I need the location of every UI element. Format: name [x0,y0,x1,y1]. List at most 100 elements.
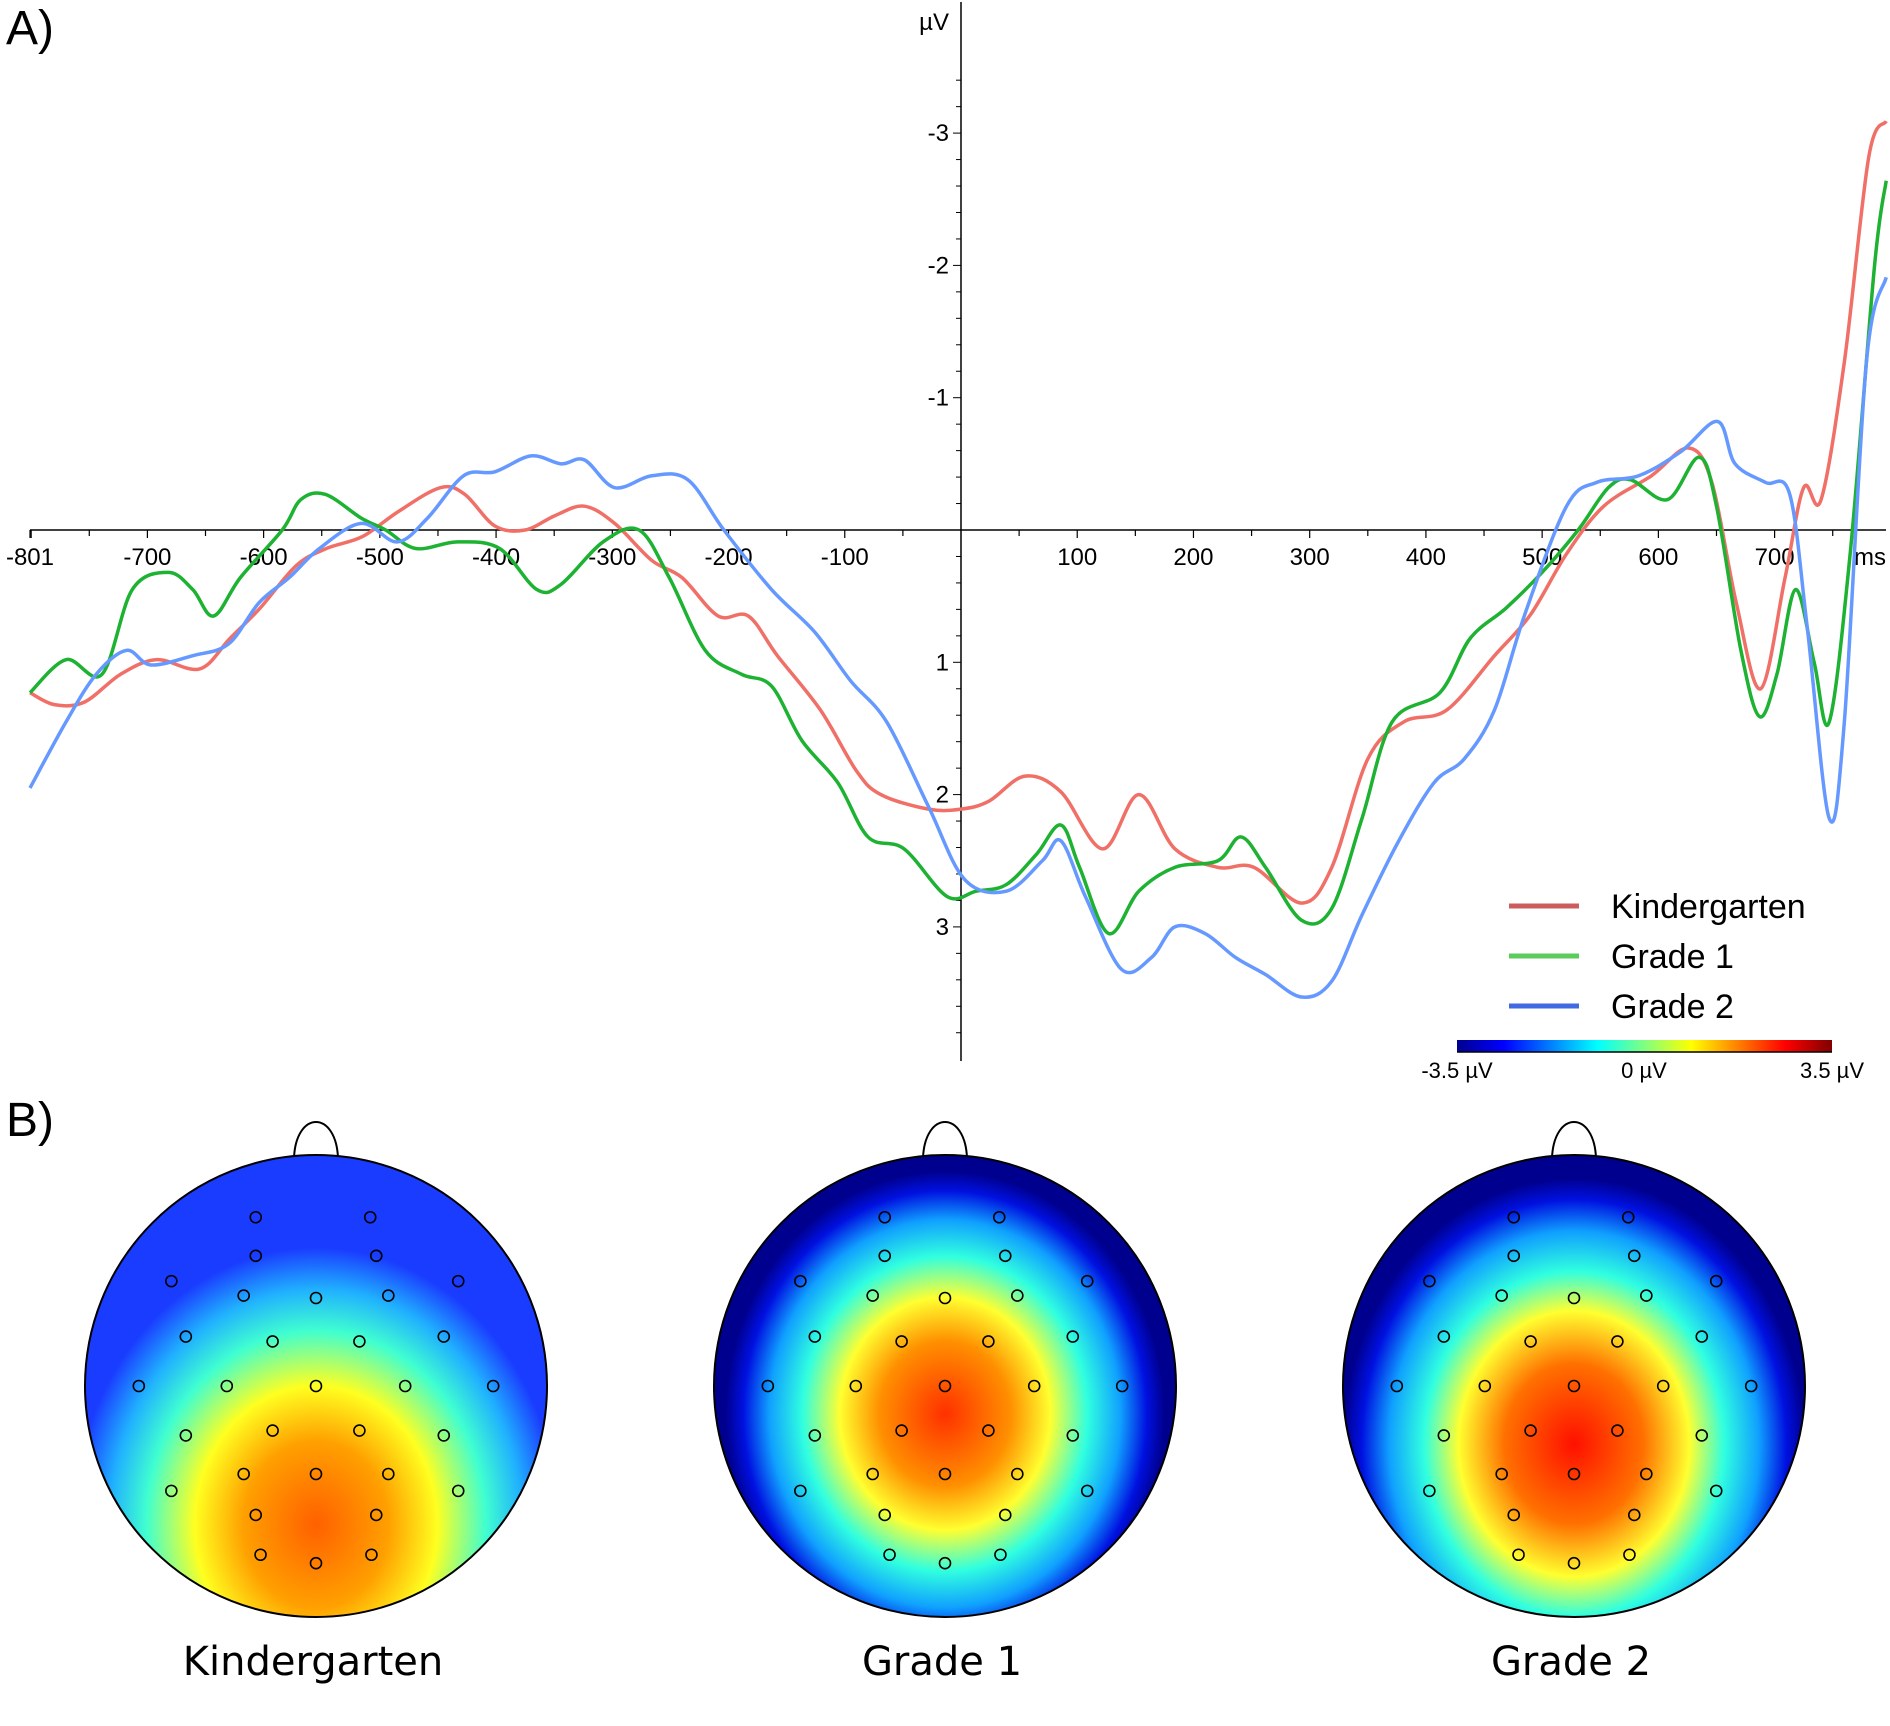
electrode-marker [1066,1429,1080,1442]
electrode-marker [1695,1429,1709,1442]
electrode-marker [1080,1274,1094,1288]
legend-label: Kindergarten [1611,888,1806,926]
electrode-marker [1495,1289,1508,1302]
legend-label: Grade 1 [1611,938,1734,976]
heatmap-activation [714,1155,1176,1617]
topomap-grade-1: Grade 1 [713,1121,1177,1685]
topomap-label: Grade 1 [862,1639,1022,1685]
electrode-marker [1744,1379,1758,1393]
electrode-marker [249,1508,263,1522]
x-tick-label: -500 [356,544,404,571]
head-outline [84,1154,548,1618]
electrode-marker [1640,1467,1653,1481]
electrode-marker [998,1249,1012,1263]
electrode-marker [794,1484,807,1498]
electrode-marker [398,1379,412,1393]
electrode-marker [1115,1379,1129,1393]
electrode-marker [1709,1484,1723,1498]
electrode-marker [982,1335,995,1348]
electrode-marker [266,1335,279,1348]
topomaps: Kindergarten Grade 1 Grade 2 [84,1121,1806,1685]
colorbar-mid-label: 0 µV [1621,1058,1667,1083]
colorbar-max-label: 3.5 µV [1800,1058,1864,1083]
electrode-marker [1066,1330,1080,1343]
electrode-marker [249,1249,263,1263]
electrode-marker [1567,1556,1581,1570]
electrode-marker [254,1548,267,1562]
electrode-marker [878,1210,892,1224]
electrode-marker [309,1556,323,1570]
electrode-marker [808,1429,822,1442]
y-axis-unit-label: µV [919,9,949,36]
electrode-marker [165,1484,178,1498]
electrode-marker [1437,1330,1451,1343]
electrode-marker [808,1330,822,1343]
electrode-marker [1611,1424,1624,1437]
electrode-marker [1621,1210,1635,1224]
topomap-grade-2: Grade 2 [1342,1121,1806,1685]
y-tick-label: -3 [928,120,949,147]
panel-label-a: A) [6,2,54,55]
electrode-marker [1623,1548,1636,1562]
topomap-label: Grade 2 [1491,1639,1651,1685]
y-tick-label: -2 [928,252,949,279]
electrode-marker [1495,1467,1508,1481]
electrode-marker [1011,1467,1024,1481]
electrode-marker [179,1330,193,1343]
electrode-marker [938,1291,952,1305]
x-tick-label: -700 [123,544,171,571]
y-tick-label: 1 [936,649,949,676]
electrode-marker [1567,1291,1581,1305]
electrode-marker [1423,1274,1436,1288]
x-tick-label: 300 [1290,544,1330,571]
panel-label-b: B) [6,1094,54,1147]
electrode-marker [365,1548,378,1562]
electrode-marker [849,1379,863,1393]
electrode-marker [1507,1210,1521,1224]
x-tick-label: 100 [1057,544,1097,571]
electrode-marker [369,1249,383,1263]
head-outline [1342,1154,1806,1618]
electrode-marker [1627,1249,1641,1263]
electrode-marker [1709,1274,1723,1288]
nose-icon [293,1121,339,1159]
electrode-marker [220,1379,234,1393]
x-tick-label: 600 [1638,544,1678,571]
electrode-marker [883,1548,896,1562]
electrode-marker [1423,1484,1436,1498]
electrode-marker [451,1274,465,1288]
electrode-marker [866,1289,879,1302]
electrode-marker [938,1467,952,1481]
nose-icon [922,1121,968,1159]
heatmap-activation [1343,1155,1805,1617]
electrode-marker [382,1289,395,1302]
electrode-marker [761,1379,775,1393]
electrode-marker [1524,1335,1537,1348]
electrode-marker [363,1210,377,1224]
electrode-marker [1437,1429,1451,1442]
electrode-marker [1478,1379,1492,1393]
topomap-label: Kindergarten [183,1639,443,1685]
x-tick-label: -100 [821,544,869,571]
erp-series [28,120,1888,999]
electrode-marker [165,1274,178,1288]
series-line-grade-1 [28,180,1888,936]
colorbar: -3.5 µV 0 µV 3.5 µV [1421,1040,1864,1083]
electrode-marker [794,1274,807,1288]
electrode-marker [938,1379,952,1393]
electrode-marker [895,1335,908,1348]
electrode-marker [353,1424,366,1437]
electrode-marker [353,1335,366,1348]
electrode-marker [1567,1467,1581,1481]
electrode-marker [1627,1508,1641,1522]
electrode-marker [878,1249,892,1263]
electrode-marker [994,1548,1007,1562]
legend-label: Grade 2 [1611,988,1734,1026]
electrode-marker [1390,1379,1404,1393]
electrode-marker [132,1379,146,1393]
series-line-grade-2 [28,276,1888,999]
y-tick-label: -1 [928,385,949,412]
nose-icon [1551,1121,1597,1159]
electrode-marker [437,1429,451,1442]
